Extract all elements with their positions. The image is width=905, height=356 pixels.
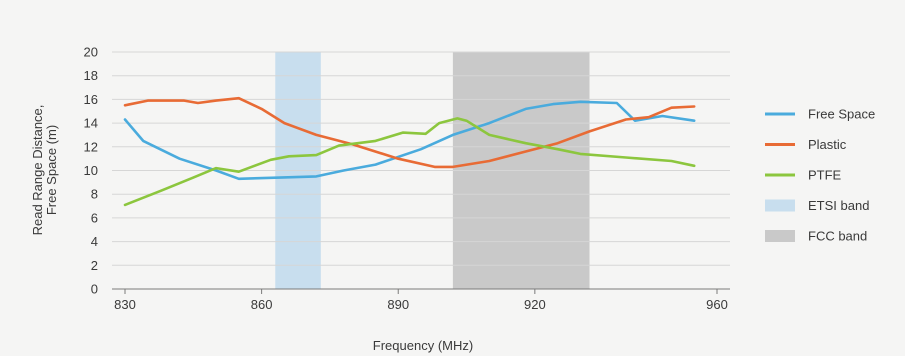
x-tick-label: 890 [387,297,409,312]
series-line-free-space [123,100,696,181]
y-tick-label: 6 [91,210,98,225]
y-tick-label: 16 [84,92,98,107]
x-tick-label: 960 [706,297,728,312]
y-tick-label: 0 [91,282,98,297]
legend-label-etsi-band: ETSI band [808,198,869,213]
legend-swatch-etsi-band [765,199,795,212]
series-line-ptfe [123,117,696,207]
legend: Free Space Plastic PTFE ETSI band FCC band [765,107,875,244]
legend-label-plastic: Plastic [808,137,847,152]
y-tick-label: 14 [84,116,98,131]
axes-layer: 830 860 890 920 960 0 2 4 6 8 10 12 14 16 18 20 [84,45,730,312]
y-tick-label: 20 [84,45,98,60]
y-tick-label: 8 [91,187,98,202]
y-tick-label: 18 [84,68,98,83]
x-tick-label: 920 [524,297,546,312]
legend-label-fcc-band: FCC band [808,229,867,244]
x-tick-label: 860 [251,297,273,312]
series-line-plastic [123,96,696,169]
y-tick-label: 10 [84,163,98,178]
series-layer [123,96,696,207]
x-tick-label: 830 [114,297,136,312]
y-tick-label: 2 [91,258,98,273]
legend-label-free-space: Free Space [808,107,875,122]
axis-labels: Frequency (MHz) Read Range Distance,Free … [30,105,473,353]
y-axis-title: Read Range Distance,Free Space (m) [30,105,59,236]
y-axis-title-line: Read Range Distance, [30,105,45,236]
legend-swatch-fcc-band [765,230,795,242]
y-axis-title-line: Free Space (m) [44,125,59,215]
y-tick-label: 4 [91,234,98,249]
y-tick-label: 12 [84,139,98,154]
x-axis-title: Frequency (MHz) [373,338,473,353]
legend-label-ptfe: PTFE [808,168,842,183]
